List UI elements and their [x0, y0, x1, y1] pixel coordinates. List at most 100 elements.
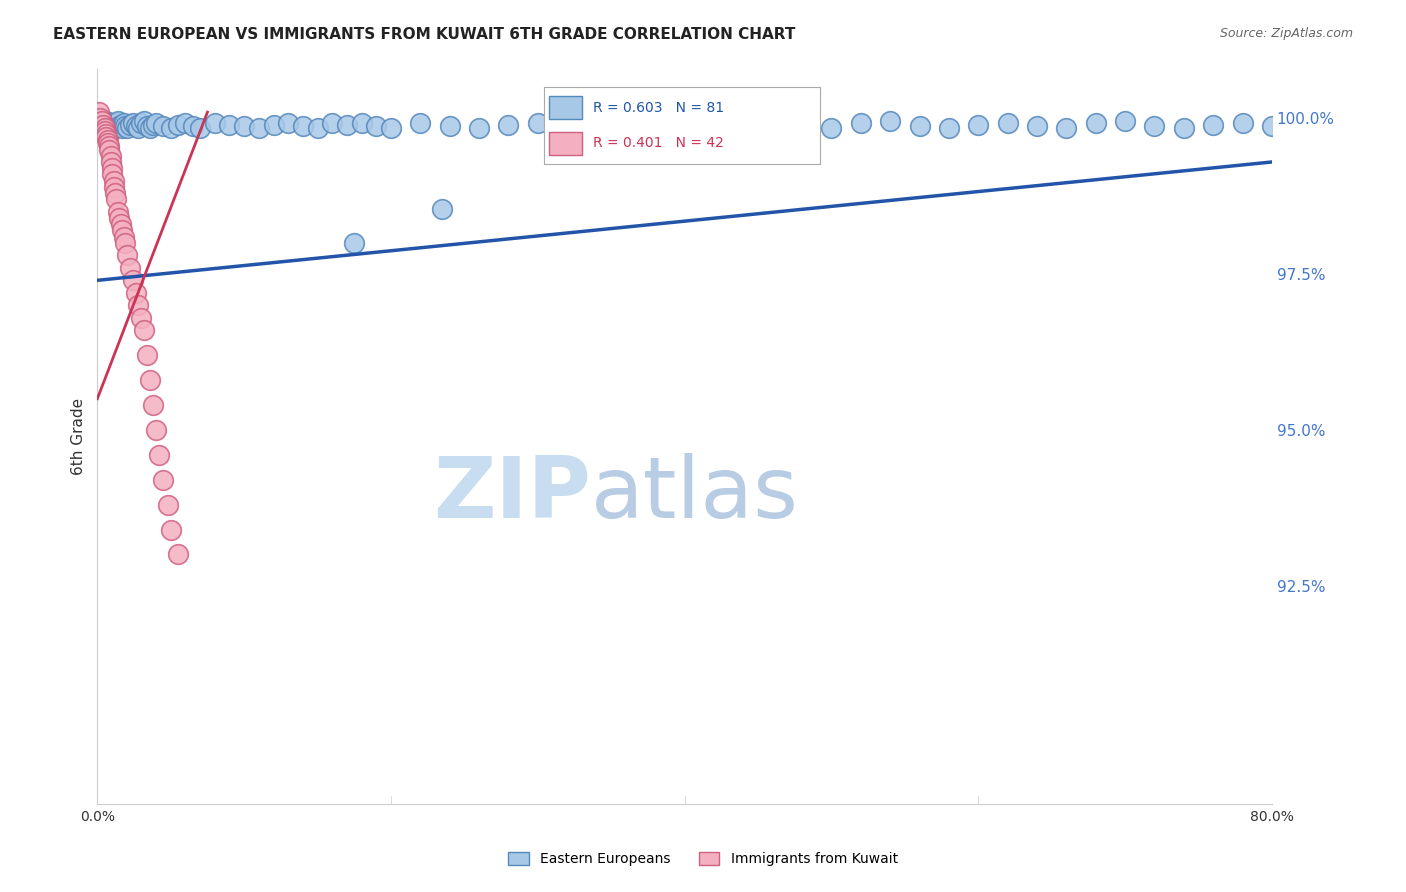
Point — [321, 116, 343, 130]
Point — [115, 248, 138, 262]
Point — [98, 120, 121, 135]
Point — [121, 116, 143, 130]
Point — [1202, 118, 1225, 132]
Point — [343, 235, 366, 250]
Point — [112, 229, 135, 244]
Point — [167, 548, 190, 562]
Point — [91, 119, 114, 133]
Point — [152, 473, 174, 487]
Point — [1232, 116, 1254, 130]
Point — [498, 118, 520, 132]
Point — [174, 116, 197, 130]
Point — [107, 204, 129, 219]
Point — [527, 116, 550, 130]
Point — [790, 119, 813, 133]
Point — [93, 116, 115, 130]
Point — [96, 114, 118, 128]
Point — [110, 217, 132, 231]
Point — [938, 120, 960, 135]
Point — [204, 116, 226, 130]
Point — [105, 116, 128, 130]
Point — [111, 120, 134, 135]
Point — [89, 118, 111, 132]
Point — [614, 116, 637, 130]
Point — [148, 448, 170, 462]
Point — [87, 105, 110, 120]
Point — [439, 119, 461, 133]
Point — [112, 116, 135, 130]
Point — [218, 118, 240, 132]
Point — [127, 298, 149, 312]
Point — [585, 120, 607, 135]
Point — [127, 120, 149, 135]
Point — [152, 119, 174, 133]
Point — [131, 116, 153, 130]
Point — [87, 114, 110, 128]
Point — [136, 119, 159, 133]
Point — [110, 118, 132, 132]
Point — [380, 120, 402, 135]
Point — [96, 127, 118, 141]
Point — [142, 398, 165, 412]
Point — [1084, 116, 1107, 130]
Point — [1054, 120, 1077, 135]
Point — [121, 273, 143, 287]
Point — [336, 118, 359, 132]
Point — [879, 114, 901, 128]
Point — [366, 119, 388, 133]
Point — [142, 118, 165, 132]
Point — [134, 114, 156, 128]
Point — [105, 192, 128, 206]
Point — [139, 373, 162, 387]
Point — [93, 120, 115, 135]
Point — [1261, 119, 1284, 133]
Point — [107, 114, 129, 128]
Point — [849, 116, 872, 130]
Point — [101, 168, 124, 182]
Point — [967, 118, 990, 132]
Point — [98, 143, 121, 157]
Point — [93, 124, 115, 138]
Point — [159, 120, 181, 135]
Point — [139, 120, 162, 135]
Point — [90, 120, 112, 135]
Point — [114, 235, 136, 250]
Point — [307, 120, 329, 135]
Text: 80.0%: 80.0% — [1250, 810, 1294, 824]
Point — [703, 120, 725, 135]
Text: atlas: atlas — [591, 453, 799, 536]
Text: Source: ZipAtlas.com: Source: ZipAtlas.com — [1219, 27, 1353, 40]
Point — [124, 119, 146, 133]
Point — [1143, 119, 1166, 133]
Point — [114, 119, 136, 133]
Point — [233, 119, 256, 133]
Point — [103, 119, 125, 133]
Point — [111, 223, 134, 237]
Point — [263, 118, 285, 132]
Text: EASTERN EUROPEAN VS IMMIGRANTS FROM KUWAIT 6TH GRADE CORRELATION CHART: EASTERN EUROPEAN VS IMMIGRANTS FROM KUWA… — [53, 27, 796, 42]
Point — [101, 161, 124, 176]
Point — [644, 114, 666, 128]
Point — [908, 119, 931, 133]
Point — [96, 130, 118, 145]
Text: 0.0%: 0.0% — [80, 810, 115, 824]
Point — [291, 119, 314, 133]
Point — [432, 202, 454, 216]
Point — [104, 186, 127, 201]
Point — [90, 114, 112, 128]
Point — [100, 155, 122, 169]
Point — [91, 118, 114, 132]
Point — [115, 120, 138, 135]
Point — [733, 118, 755, 132]
Point — [134, 323, 156, 337]
Point — [89, 112, 111, 126]
Point — [247, 120, 270, 135]
Point — [131, 310, 153, 325]
Point — [118, 118, 141, 132]
Point — [100, 118, 122, 132]
Point — [97, 133, 120, 147]
Point — [350, 116, 373, 130]
Point — [277, 116, 299, 130]
Point — [555, 119, 578, 133]
Point — [820, 120, 842, 135]
